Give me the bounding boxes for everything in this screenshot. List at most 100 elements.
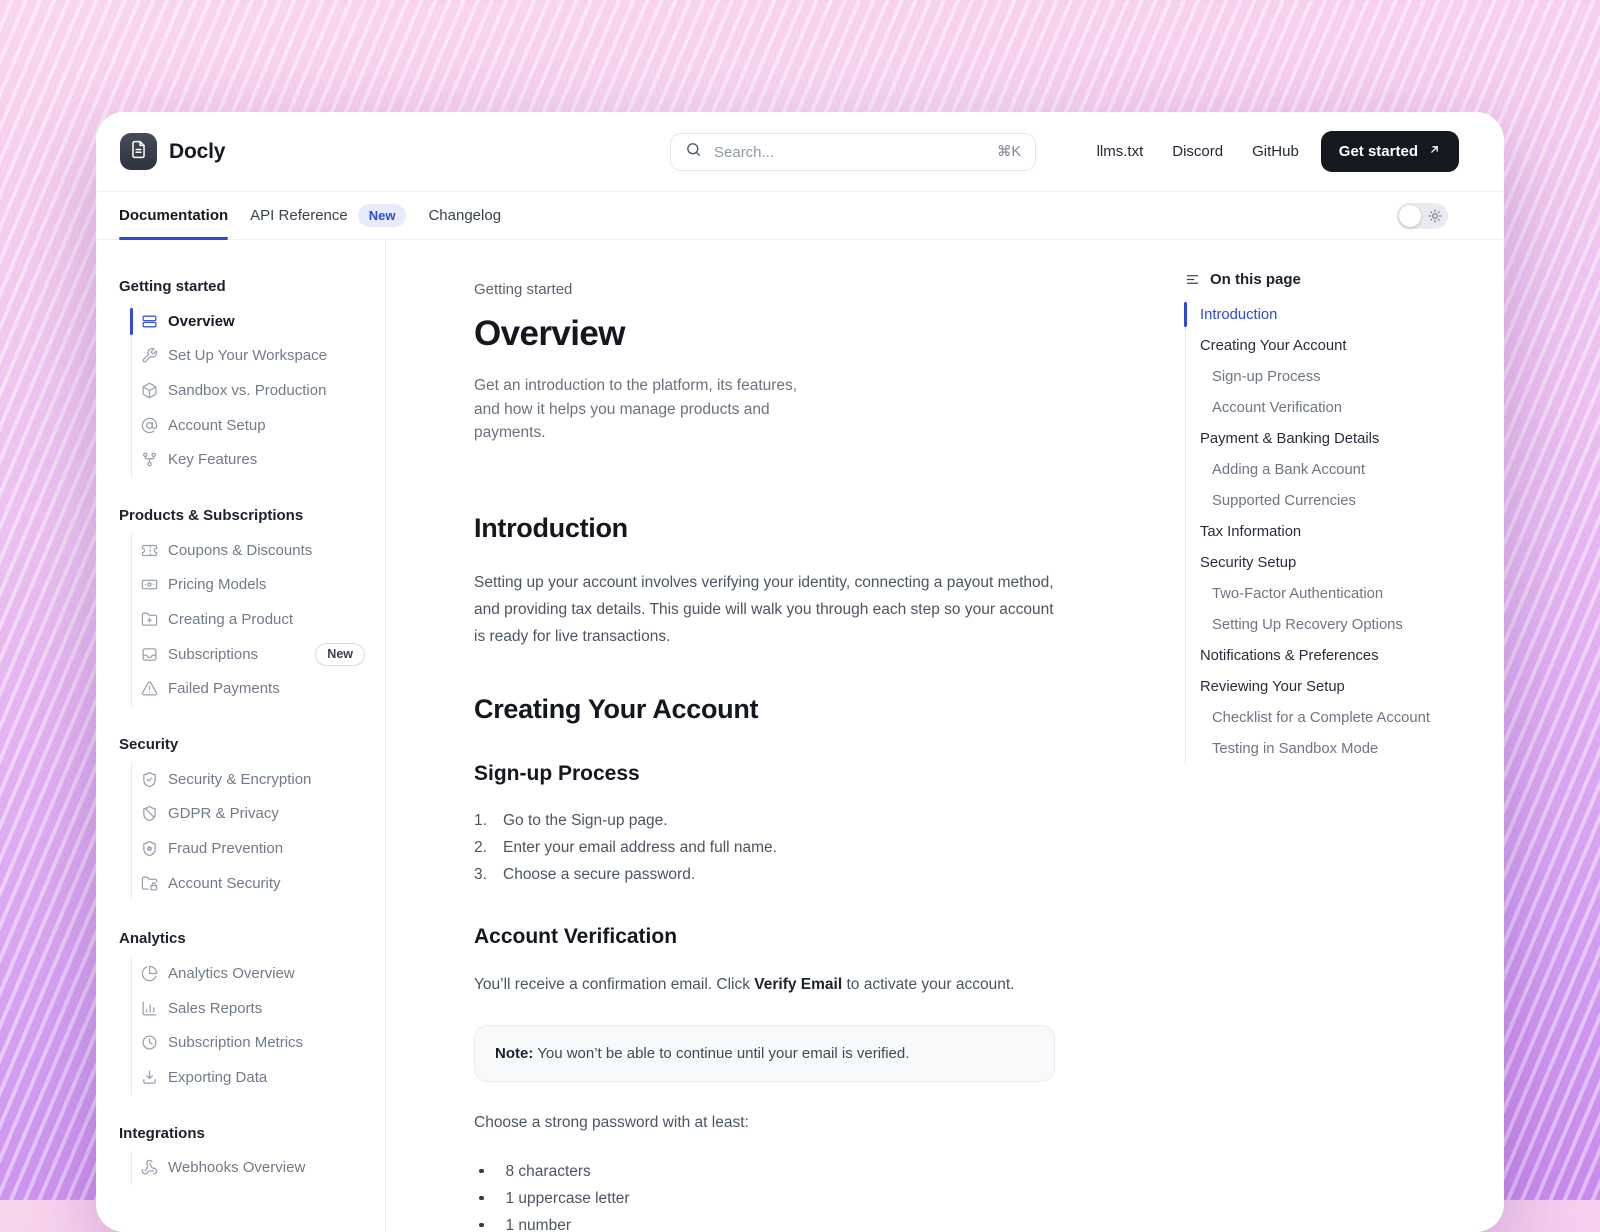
sidebar-item-creating-a-product[interactable]: Creating a Product bbox=[132, 602, 371, 637]
list-lines-icon bbox=[1186, 275, 1199, 284]
toc-item-payment-banking-details[interactable]: Payment & Banking Details bbox=[1200, 430, 1380, 447]
list-item: Choose a secure password. bbox=[503, 865, 696, 883]
sidebar-item-exporting-data[interactable]: Exporting Data bbox=[132, 1060, 371, 1095]
sun-icon bbox=[1428, 209, 1442, 222]
note-text: You won’t be able to continue until your… bbox=[533, 1044, 910, 1062]
git-fork-icon bbox=[142, 452, 157, 467]
brand-name: Docly bbox=[169, 139, 226, 163]
sidebar-item-label: Creating a Product bbox=[168, 610, 294, 628]
theme-toggle[interactable] bbox=[1397, 202, 1448, 229]
sidebar-item-analytics-overview[interactable]: Analytics Overview bbox=[132, 956, 371, 991]
toc-item-checklist-complete-account[interactable]: Checklist for a Complete Account bbox=[1212, 709, 1430, 726]
heading-account-verification: Account Verification bbox=[474, 924, 678, 948]
shield-check-icon bbox=[143, 771, 156, 787]
link-llms-txt[interactable]: llms.txt bbox=[1096, 143, 1144, 160]
toc-item-creating-your-account[interactable]: Creating Your Account bbox=[1200, 337, 1347, 354]
brand[interactable]: Docly bbox=[120, 133, 225, 170]
ticket-icon bbox=[141, 544, 158, 556]
link-discord[interactable]: Discord bbox=[1172, 143, 1224, 160]
toc-item-notifications-preferences[interactable]: Notifications & Preferences bbox=[1200, 647, 1379, 664]
heading-introduction: Introduction bbox=[474, 512, 628, 543]
sidebar-item-label: Sandbox vs. Production bbox=[168, 381, 327, 399]
sidebar-item-gdpr-privacy[interactable]: GDPR & Privacy bbox=[132, 797, 371, 832]
sidebar-section-analytics: Analytics bbox=[119, 930, 186, 948]
bar-chart-icon bbox=[142, 1001, 157, 1016]
tab-documentation[interactable]: Documentation bbox=[119, 192, 229, 240]
sidebar-item-subscription-metrics[interactable]: Subscription Metrics bbox=[132, 1026, 371, 1061]
list-item: 8 characters bbox=[474, 1158, 1055, 1185]
tab-api-reference[interactable]: API Reference New bbox=[250, 192, 407, 239]
password-intro-paragraph: Choose a strong password with at least: bbox=[474, 1113, 749, 1131]
rows-icon bbox=[142, 315, 157, 328]
password-rules-list: 8 characters 1 uppercase letter 1 number… bbox=[474, 1158, 1055, 1232]
nav-list: Coupons & Discounts Pricing Models Creat… bbox=[131, 532, 371, 706]
alert-triangle-icon bbox=[141, 681, 158, 696]
sidebar-item-fraud-prevention[interactable]: Fraud Prevention bbox=[132, 831, 371, 866]
sidebar-item-sales-reports[interactable]: Sales Reports bbox=[132, 991, 371, 1026]
signup-steps-list: Go to the Sign-up page. Enter your email… bbox=[474, 807, 1055, 888]
list-item: 1 uppercase letter bbox=[474, 1185, 1055, 1212]
toc-item-introduction[interactable]: Introduction bbox=[1184, 299, 1504, 330]
verify-email-emphasis: Verify Email bbox=[754, 975, 843, 993]
sidebar-item-label: Subscription Metrics bbox=[168, 1034, 304, 1052]
sidebar-item-label: Set Up Your Workspace bbox=[168, 347, 327, 365]
introduction-paragraph: Setting up your account involves verifyi… bbox=[474, 573, 1054, 645]
sidebar-item-webhooks-overview[interactable]: Webhooks Overview bbox=[132, 1151, 371, 1186]
toc-item-security-setup[interactable]: Security Setup bbox=[1200, 554, 1297, 571]
heading-creating-your-account: Creating Your Account bbox=[474, 693, 759, 724]
sidebar-section-getting-started: Getting started bbox=[119, 278, 226, 295]
note-label: Note: bbox=[495, 1044, 534, 1062]
content-area: Getting started Overview Set Up Your Wor… bbox=[96, 240, 1504, 1232]
sidebar-item-set-up-your-workspace[interactable]: Set Up Your Workspace bbox=[132, 339, 371, 374]
shield-slash-icon bbox=[143, 806, 156, 822]
sidebar-item-label: Security & Encryption bbox=[168, 770, 312, 788]
toc-item-sign-up-process[interactable]: Sign-up Process bbox=[1212, 368, 1321, 385]
sidebar-item-security-encryption[interactable]: Security & Encryption bbox=[132, 762, 371, 797]
verification-text-pre: You’ll receive a confirmation email. Cli… bbox=[474, 975, 755, 993]
search-shortcut: ⌘K bbox=[996, 144, 1021, 160]
sidebar-item-label: Sales Reports bbox=[168, 999, 263, 1017]
sidebar-item-failed-payments[interactable]: Failed Payments bbox=[132, 671, 371, 706]
toc-item-supported-currencies[interactable]: Supported Currencies bbox=[1212, 492, 1356, 509]
at-sign-icon bbox=[141, 417, 158, 433]
get-started-button[interactable]: Get started bbox=[1320, 131, 1459, 172]
toc-item-two-factor-authentication[interactable]: Two-Factor Authentication bbox=[1212, 585, 1384, 602]
toc-item-reviewing-your-setup[interactable]: Reviewing Your Setup bbox=[1200, 678, 1345, 695]
sidebar-item-account-setup[interactable]: Account Setup bbox=[132, 408, 371, 443]
tab-changelog[interactable]: Changelog bbox=[428, 192, 501, 239]
list-item: 1 number bbox=[474, 1212, 1055, 1232]
sidebar-item-label: Overview bbox=[168, 312, 235, 330]
sidebar-item-pricing-models[interactable]: Pricing Models bbox=[132, 568, 371, 603]
nav-list: Overview Set Up Your Workspace Sandbox v… bbox=[130, 304, 371, 477]
link-github[interactable]: GitHub bbox=[1252, 143, 1299, 160]
toc-item-setting-up-recovery-options[interactable]: Setting Up Recovery Options bbox=[1212, 616, 1403, 633]
toc-title: On this page bbox=[1210, 271, 1301, 288]
sidebar-item-label: Fraud Prevention bbox=[168, 839, 284, 857]
search-input[interactable] bbox=[712, 142, 987, 162]
wrench-icon bbox=[142, 348, 158, 363]
toc-item-tax-information[interactable]: Tax Information bbox=[1200, 523, 1302, 540]
sidebar-item-overview[interactable]: Overview bbox=[130, 304, 371, 339]
banknote-icon bbox=[141, 579, 158, 590]
search-box[interactable]: ⌘K bbox=[670, 133, 1036, 171]
toc-item-account-verification[interactable]: Account Verification bbox=[1212, 399, 1342, 416]
toc-item-adding-a-bank-account[interactable]: Adding a Bank Account bbox=[1212, 461, 1366, 478]
sidebar-item-key-features[interactable]: Key Features bbox=[132, 442, 371, 477]
new-badge: New bbox=[357, 204, 407, 227]
sidebar-item-coupons-discounts[interactable]: Coupons & Discounts bbox=[132, 533, 371, 568]
get-started-label: Get started bbox=[1338, 143, 1418, 160]
sidebar-item-label: Key Features bbox=[168, 451, 258, 469]
sidebar-item-account-security[interactable]: Account Security bbox=[132, 866, 371, 901]
toggle-knob bbox=[1399, 204, 1421, 227]
list-item: Go to the Sign-up page. bbox=[503, 811, 668, 829]
toc-list: Introduction Creating Your Account Sign-… bbox=[1184, 299, 1504, 764]
sidebar-item-sandbox-vs-production[interactable]: Sandbox vs. Production bbox=[132, 373, 371, 408]
toc-header: On this page bbox=[1185, 271, 1504, 288]
breadcrumb-eyebrow: Getting started bbox=[474, 281, 573, 298]
sidebar-item-subscriptions[interactable]: Subscriptions New bbox=[132, 637, 371, 672]
tab-documentation-label: Documentation bbox=[119, 207, 229, 224]
toc-item-testing-in-sandbox-mode[interactable]: Testing in Sandbox Mode bbox=[1212, 740, 1379, 757]
inbox-icon bbox=[142, 647, 157, 661]
subscriptions-new-badge: New bbox=[315, 642, 365, 666]
sidebar-item-label: Pricing Models bbox=[168, 576, 267, 594]
